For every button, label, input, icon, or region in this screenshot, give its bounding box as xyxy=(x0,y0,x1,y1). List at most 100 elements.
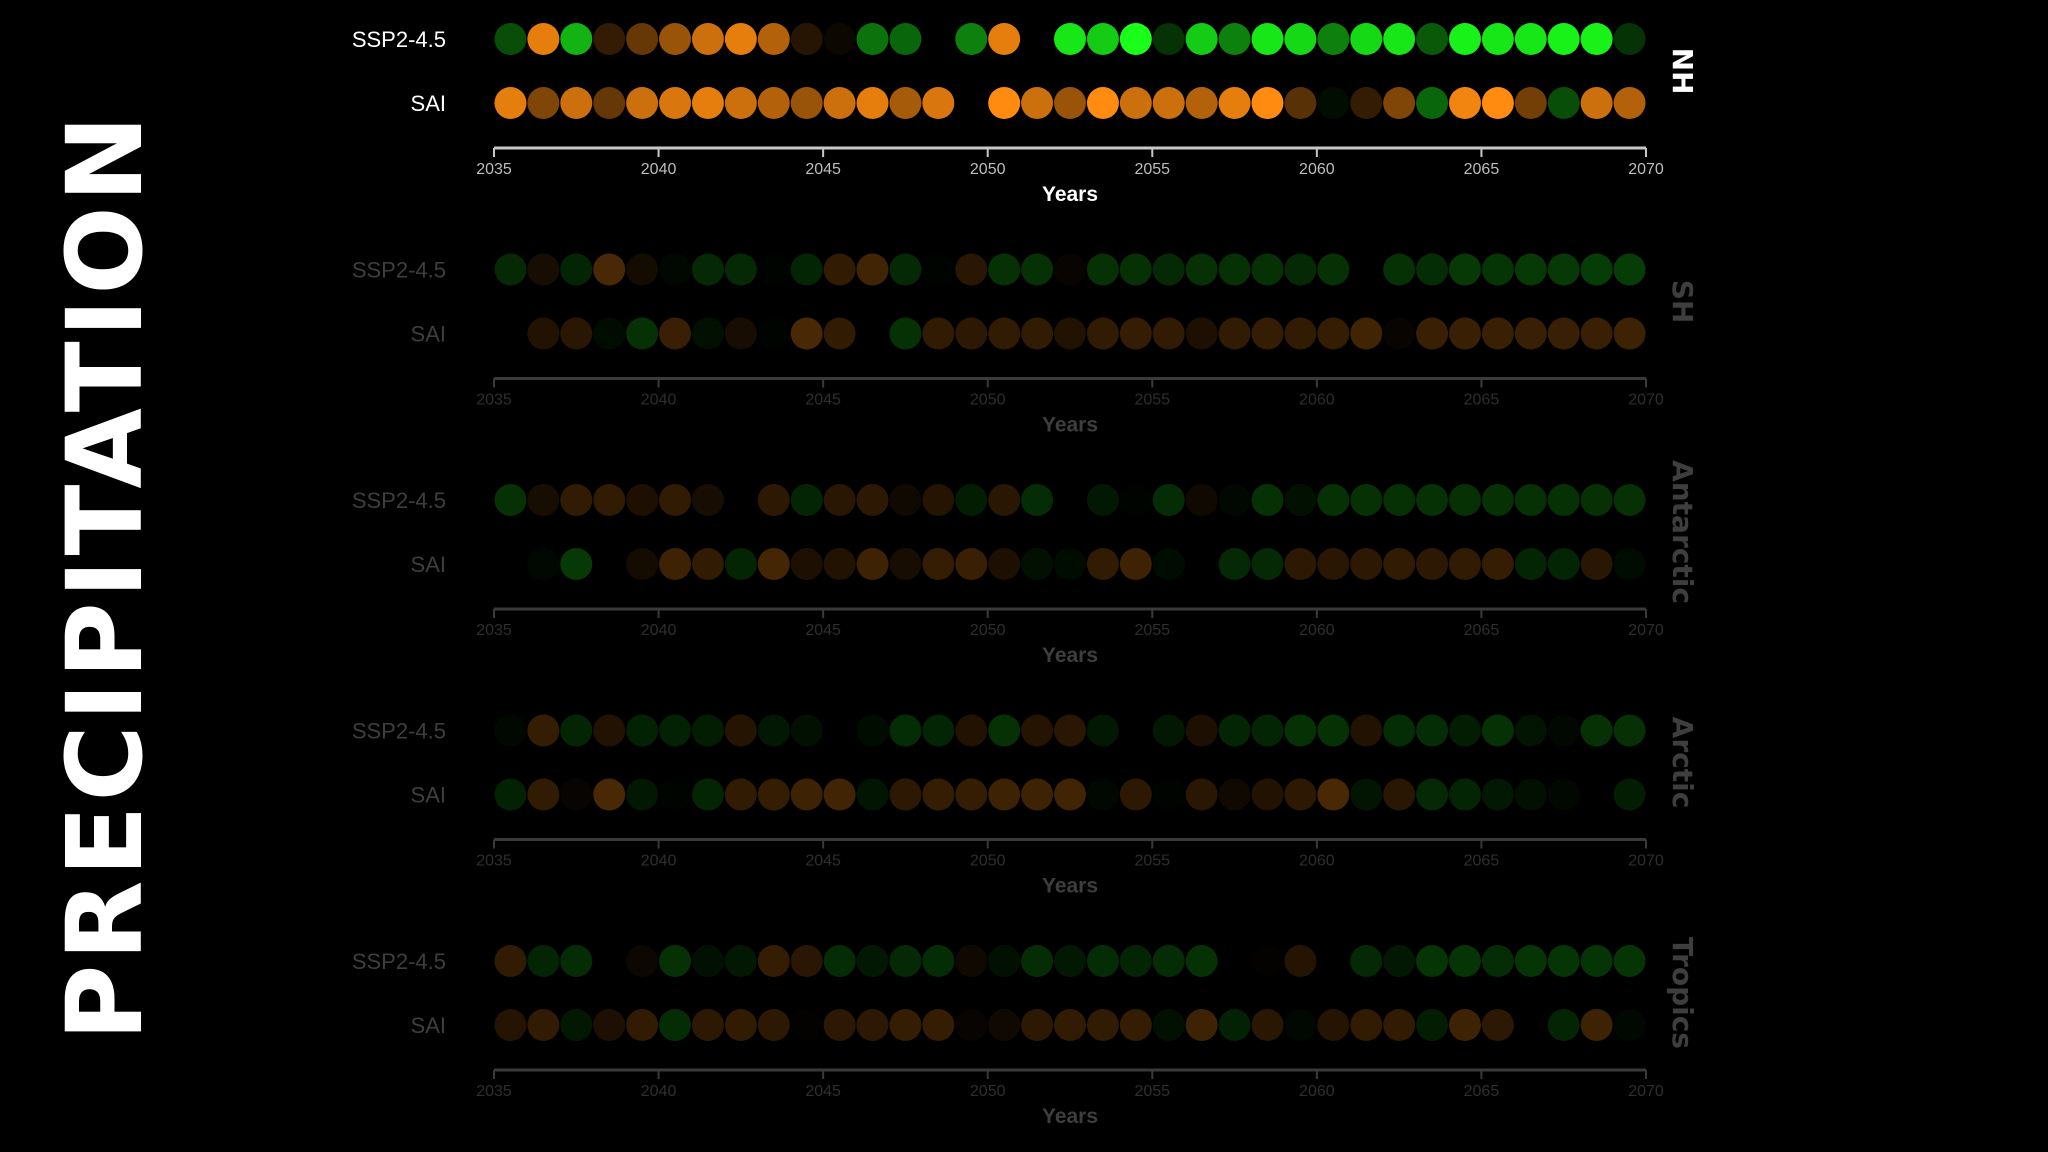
data-point xyxy=(1218,87,1251,119)
data-point xyxy=(1054,1009,1086,1041)
data-point xyxy=(626,1009,659,1041)
data-point xyxy=(724,945,757,977)
data-point xyxy=(1416,945,1449,977)
data-point xyxy=(1547,1009,1580,1041)
data-point xyxy=(1350,778,1383,811)
data-point xyxy=(955,1009,988,1041)
data-point xyxy=(1448,548,1481,580)
data-point xyxy=(1086,945,1119,977)
data-point xyxy=(790,945,823,977)
data-point xyxy=(1416,23,1449,55)
data-point xyxy=(889,778,922,811)
x-tick-label: 2035 xyxy=(476,622,512,639)
data-point xyxy=(626,714,659,747)
data-point xyxy=(1317,317,1350,350)
data-point xyxy=(494,778,527,811)
data-point xyxy=(1448,87,1481,119)
data-point xyxy=(1383,87,1416,119)
data-point xyxy=(889,23,922,55)
data-point xyxy=(889,253,922,286)
data-point xyxy=(1251,548,1284,580)
data-point xyxy=(626,23,659,55)
data-point xyxy=(1580,87,1613,119)
data-point xyxy=(1514,23,1547,55)
data-point xyxy=(1185,945,1218,977)
data-point xyxy=(1350,548,1383,580)
data-point xyxy=(1119,484,1152,516)
data-point xyxy=(1416,548,1449,580)
data-point xyxy=(757,778,790,811)
data-point xyxy=(1350,87,1383,119)
x-tick-label: 2070 xyxy=(1628,392,1664,409)
data-point xyxy=(1284,253,1317,286)
data-point xyxy=(1152,714,1185,747)
data-point xyxy=(922,714,955,747)
x-tick-label: 2065 xyxy=(1464,853,1500,870)
data-point xyxy=(922,317,955,350)
data-point xyxy=(1613,23,1646,55)
data-point xyxy=(1317,1009,1350,1041)
data-point xyxy=(560,1009,593,1041)
data-point xyxy=(823,87,856,119)
data-point xyxy=(1152,87,1185,119)
data-point xyxy=(560,484,593,516)
data-point xyxy=(1613,945,1646,977)
data-point xyxy=(1481,945,1514,977)
x-tick-label: 2035 xyxy=(476,1083,512,1100)
data-point xyxy=(560,87,593,119)
data-point xyxy=(691,778,724,811)
x-tick-label: 2055 xyxy=(1134,392,1170,409)
data-point xyxy=(1416,87,1449,119)
series-label: SAI xyxy=(411,322,446,347)
data-point xyxy=(1054,23,1086,55)
data-point xyxy=(560,317,593,350)
data-point xyxy=(1383,253,1416,286)
x-axis-label: Years xyxy=(1042,875,1098,898)
x-tick-label: 2060 xyxy=(1299,161,1335,178)
data-point xyxy=(1185,548,1218,580)
data-point xyxy=(1054,945,1086,977)
data-point xyxy=(1218,714,1251,747)
data-point xyxy=(955,317,988,350)
data-point xyxy=(988,87,1021,119)
data-point xyxy=(1152,778,1185,811)
x-tick-label: 2055 xyxy=(1134,853,1170,870)
series-label: SSP2-4.5 xyxy=(352,27,446,52)
data-point xyxy=(494,548,527,580)
data-point xyxy=(1350,23,1383,55)
data-point xyxy=(1218,484,1251,516)
data-point xyxy=(724,714,757,747)
data-point xyxy=(1514,317,1547,350)
data-point xyxy=(1152,23,1185,55)
data-point xyxy=(1218,778,1251,811)
data-point xyxy=(1448,778,1481,811)
data-point xyxy=(1021,87,1054,119)
x-axis-label: Years xyxy=(1042,1105,1098,1128)
x-tick-label: 2045 xyxy=(805,161,841,178)
data-point xyxy=(560,253,593,286)
series-label: SSP2-4.5 xyxy=(352,258,446,283)
data-point xyxy=(593,87,626,119)
data-point xyxy=(560,548,593,580)
data-point xyxy=(626,548,659,580)
data-point xyxy=(889,317,922,350)
data-point xyxy=(757,548,790,580)
x-tick-label: 2050 xyxy=(970,622,1006,639)
data-point xyxy=(527,945,560,977)
data-point xyxy=(1580,317,1613,350)
data-point xyxy=(988,317,1021,350)
x-tick-label: 2035 xyxy=(476,853,512,870)
data-point xyxy=(757,23,790,55)
data-point xyxy=(494,253,527,286)
data-point xyxy=(1481,23,1514,55)
data-point xyxy=(1580,1009,1613,1041)
data-point xyxy=(691,548,724,580)
data-point xyxy=(691,484,724,516)
data-point xyxy=(1547,317,1580,350)
data-point xyxy=(757,1009,790,1041)
series-label: SAI xyxy=(411,91,446,116)
data-point xyxy=(757,87,790,119)
data-point xyxy=(955,778,988,811)
region-label: Arctic xyxy=(1666,717,1699,809)
data-point xyxy=(1152,945,1185,977)
